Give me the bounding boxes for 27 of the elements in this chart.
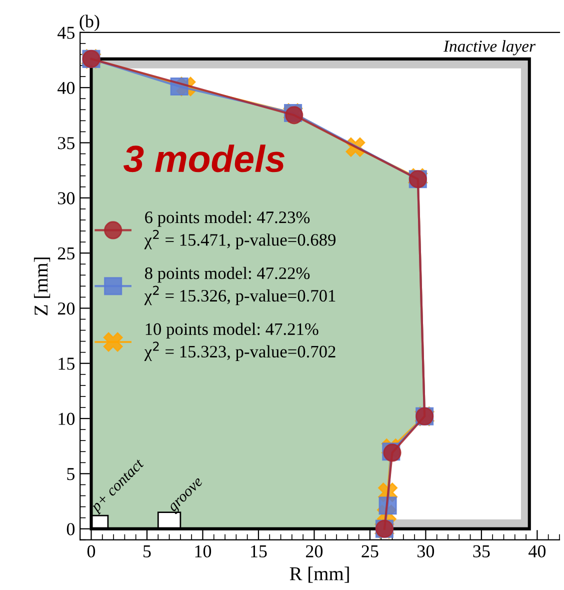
y-tick-label: 30 (58, 192, 75, 204)
x-tick-label: 10 (195, 545, 212, 558)
y-tick-label: 25 (58, 247, 75, 260)
legend-label: 10 points model: 47.21% χ$^{2}$ = 15.323, p-value=0.702 (144, 322, 336, 362)
x-tick-label: 40 (528, 545, 546, 558)
y-tick-label: 15 (58, 358, 75, 370)
y-tick-label: 5 (67, 468, 75, 480)
x-tick-label: 0 (87, 545, 96, 558)
legend-label: 6 points model: 47.23% χ$^{2}$ = 15.471, p-value=0.689 (144, 211, 336, 250)
x-tick-label: 35 (473, 545, 490, 558)
x-tick-label: 5 (144, 545, 151, 558)
y-tick-label: 40 (58, 82, 75, 94)
y-tick-label: 0 (66, 523, 75, 536)
x-tick-label: 25 (362, 545, 378, 558)
y-tick-label: 20 (58, 302, 75, 315)
y-tick-label: 45 (58, 26, 75, 39)
x-tick-label: 30 (418, 545, 434, 558)
y-axis-title: Z [mm] (34, 258, 50, 316)
annotation: 3 models (124, 144, 285, 172)
y-tick-label: 35 (58, 137, 75, 150)
chart-title: (b) (80, 14, 100, 32)
legend-label: 8 points model: 47.22% χ$^{2}$ = 15.326, p-value=0.701 (144, 266, 336, 306)
x-tick-label: 20 (306, 545, 323, 558)
x-axis-title: R [mm] (290, 566, 349, 583)
x-tick-label: 15 (251, 545, 267, 558)
y-tick-label: 10 (58, 412, 75, 425)
annotation: Inactive layer (443, 40, 536, 56)
